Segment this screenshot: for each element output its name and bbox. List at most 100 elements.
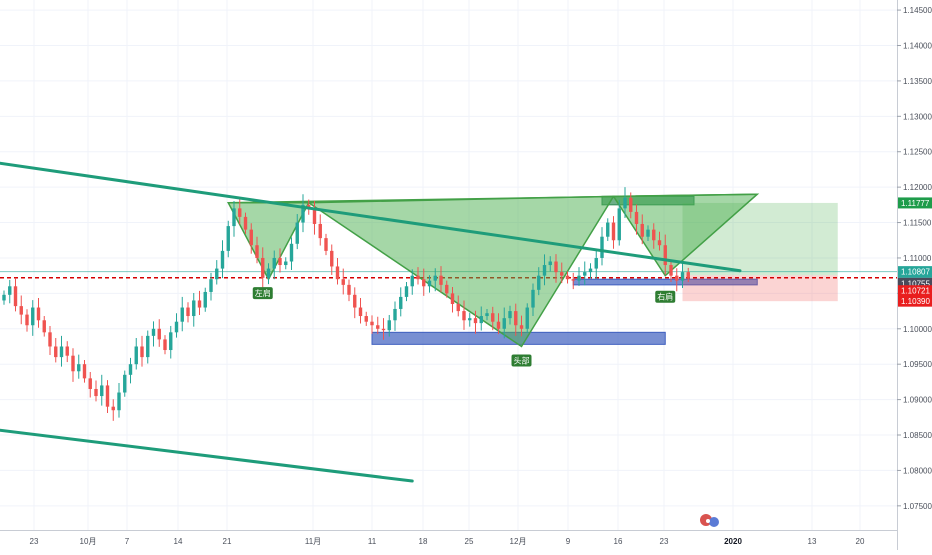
candle-body bbox=[675, 275, 679, 281]
time-tick-label: 25 bbox=[465, 537, 474, 546]
candle bbox=[358, 297, 363, 324]
candle-body bbox=[284, 261, 288, 266]
candle-body bbox=[266, 268, 271, 278]
candle bbox=[376, 316, 380, 335]
candle bbox=[324, 233, 328, 256]
candle-body bbox=[238, 208, 242, 217]
candle bbox=[646, 225, 650, 241]
loss-zone[interactable] bbox=[682, 275, 838, 302]
candle bbox=[600, 227, 604, 266]
candle-body bbox=[197, 300, 202, 308]
pattern-label[interactable]: 左肩 bbox=[252, 287, 273, 300]
candle-body bbox=[13, 286, 18, 307]
candle-body bbox=[186, 307, 190, 317]
candle bbox=[312, 200, 317, 235]
trendlines-layer bbox=[0, 159, 742, 483]
candle-body bbox=[491, 313, 495, 322]
price-tag-last-price: 1.10807 bbox=[898, 266, 932, 278]
pattern-label[interactable]: 头部 bbox=[511, 354, 532, 367]
candle-body bbox=[157, 328, 161, 340]
candle-body bbox=[151, 328, 156, 336]
pattern-label[interactable]: 右肩 bbox=[655, 290, 676, 303]
candle bbox=[571, 272, 575, 290]
candle-body bbox=[255, 245, 259, 258]
candle-body bbox=[508, 311, 512, 319]
candle bbox=[565, 271, 570, 284]
candle bbox=[410, 269, 414, 295]
candle bbox=[473, 310, 478, 334]
candle-body bbox=[243, 216, 248, 230]
candle bbox=[180, 296, 184, 332]
candle bbox=[439, 266, 443, 293]
candle bbox=[100, 374, 104, 406]
logo-circle-left bbox=[700, 514, 712, 526]
pattern-label-text: 头部 bbox=[514, 355, 530, 365]
candle-body bbox=[571, 279, 575, 281]
candle bbox=[450, 286, 455, 313]
candle bbox=[514, 303, 518, 336]
candle bbox=[347, 279, 351, 302]
candle bbox=[169, 325, 173, 359]
candle-body bbox=[105, 385, 110, 407]
candle bbox=[128, 357, 133, 384]
candle-body bbox=[473, 318, 478, 324]
candle bbox=[117, 382, 121, 418]
candle-body bbox=[347, 284, 351, 295]
candle bbox=[341, 268, 345, 295]
candle bbox=[278, 248, 282, 273]
candle-body bbox=[623, 197, 627, 209]
upper-trendline[interactable] bbox=[0, 159, 742, 273]
candle-body bbox=[404, 286, 409, 297]
price-tick-label: 1.12000 bbox=[903, 183, 932, 192]
candle bbox=[525, 303, 529, 334]
candle-body bbox=[680, 272, 685, 281]
candle-body bbox=[77, 364, 81, 372]
price-tick-label: 1.14500 bbox=[903, 6, 932, 15]
candle bbox=[111, 399, 115, 421]
price-tag-entry: 1.10755 bbox=[898, 277, 932, 289]
pattern-label-box bbox=[655, 290, 676, 303]
logo-circle-right bbox=[709, 517, 719, 527]
lower-trendline[interactable] bbox=[0, 427, 414, 483]
candle-body bbox=[652, 229, 656, 241]
price-tick-label: 1.09500 bbox=[903, 360, 932, 369]
candle bbox=[485, 308, 489, 321]
candle-body bbox=[19, 306, 23, 315]
candle bbox=[8, 279, 12, 304]
candle-body bbox=[59, 346, 64, 358]
candle-body bbox=[364, 316, 368, 322]
candle bbox=[583, 261, 587, 286]
price-tag-box bbox=[898, 266, 932, 278]
candle-body bbox=[209, 279, 213, 292]
pattern-label-box bbox=[511, 354, 532, 367]
candle bbox=[330, 244, 334, 275]
candle bbox=[416, 267, 420, 285]
candle-body bbox=[617, 208, 621, 241]
candle-body bbox=[479, 316, 483, 324]
candle-body bbox=[88, 378, 92, 389]
candle bbox=[669, 259, 673, 283]
candle-body bbox=[410, 275, 414, 287]
candle-body bbox=[427, 280, 432, 287]
candle-body bbox=[31, 307, 35, 326]
candle bbox=[25, 309, 29, 332]
neckline[interactable] bbox=[228, 193, 758, 204]
candle-body bbox=[445, 284, 449, 294]
candle bbox=[123, 370, 127, 397]
candle-body bbox=[376, 325, 380, 329]
candle bbox=[606, 218, 610, 241]
candle bbox=[462, 300, 466, 330]
time-tick-label: 13 bbox=[808, 537, 817, 546]
candle bbox=[387, 314, 391, 337]
candle-body bbox=[422, 279, 426, 287]
candle-body bbox=[295, 222, 299, 244]
candle-body bbox=[82, 364, 87, 379]
time-tick-label: 12月 bbox=[510, 537, 527, 546]
price-tick-label: 1.08000 bbox=[903, 466, 932, 475]
candle bbox=[82, 359, 87, 383]
candle-body bbox=[657, 240, 662, 246]
candle-body bbox=[180, 307, 184, 322]
